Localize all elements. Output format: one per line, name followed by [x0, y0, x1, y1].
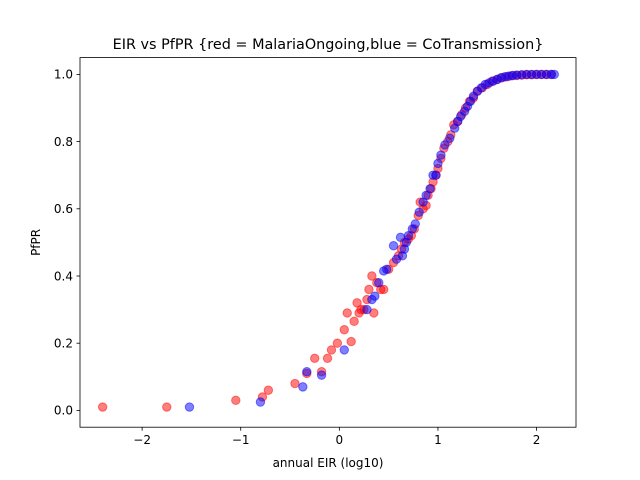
scatter-point-s0-9 [322, 353, 333, 364]
scatter-point-s1-27 [433, 158, 443, 169]
scatter-point-s1-6 [362, 304, 372, 315]
y-tick-label: 0.8 [54, 135, 73, 149]
y-tick-label: 0.4 [54, 269, 73, 283]
scatter-point-s1-56 [549, 69, 560, 80]
scatter-point-s0-1 [162, 402, 172, 412]
x-axis-ticks: −2 −1 0 1 2 [133, 427, 540, 447]
y-axis-ticks: 0.0 0.2 0.4 0.6 0.8 1.0 [54, 68, 80, 418]
scatter-point-s1-29 [440, 140, 450, 150]
scatter-point-s1-26 [431, 170, 441, 180]
scatter-point-s1-3 [302, 367, 312, 377]
scatter-point-s1-11 [381, 264, 392, 274]
scatter-point-s0-26 [379, 284, 389, 295]
scatter-point-s0-5 [290, 378, 300, 389]
scatter-point-s1-0 [184, 402, 195, 412]
scatter-point-s0-22 [367, 271, 377, 281]
scatter-point-s1-24 [425, 183, 435, 194]
y-tick-label: 0.6 [54, 202, 73, 216]
scatter-point-s0-12 [339, 325, 349, 335]
x-tick-label: 1 [434, 433, 442, 447]
x-axis-label: annual EIR (log10) [273, 456, 384, 470]
x-tick-label: −2 [133, 433, 151, 447]
chart-title: EIR vs PfPR {red = MalariaOngoing,blue =… [113, 37, 544, 53]
scatter-point-s1-21 [414, 207, 424, 217]
scatter-point-s0-14 [346, 336, 356, 347]
scatter-point-s1-20 [410, 219, 420, 229]
y-tick-label: 1.0 [54, 68, 73, 82]
scatter-point-s1-2 [298, 382, 308, 392]
scatter-point-s0-21 [364, 284, 374, 295]
scatter-point-s0-13 [342, 308, 352, 318]
x-tick-label: 0 [336, 433, 344, 447]
scatter-point-s0-0 [97, 402, 108, 412]
x-tick-label: 2 [533, 433, 541, 447]
scatter-point-s1-12 [388, 241, 399, 251]
scatter-point-s0-15 [349, 316, 359, 327]
scatter-point-s1-4 [316, 370, 327, 380]
data-points [97, 69, 560, 412]
y-axis-label: PfPR [29, 229, 43, 256]
plot-frame [79, 57, 577, 428]
scatter-point-s0-11 [332, 338, 343, 348]
y-tick-label: 0.0 [54, 404, 73, 418]
scatter-point-s1-28 [436, 150, 446, 160]
scatter-point-s0-4 [263, 385, 274, 395]
scatter-point-s0-10 [326, 345, 337, 355]
scatter-point-s0-7 [309, 353, 320, 364]
scatter-point-s1-5 [339, 345, 349, 355]
scatter-point-s1-30 [445, 133, 455, 143]
x-tick-label: −1 [232, 433, 250, 447]
scatter-point-s1-8 [370, 291, 380, 301]
scatter-point-s1-1 [255, 397, 266, 407]
scatter-point-s0-2 [231, 395, 241, 406]
y-tick-label: 0.2 [54, 337, 73, 351]
scatter-point-s1-9 [374, 278, 384, 288]
